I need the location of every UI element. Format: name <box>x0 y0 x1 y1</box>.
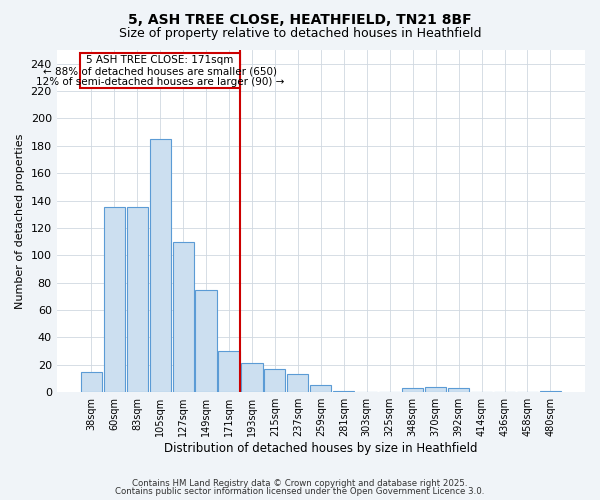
Text: Contains public sector information licensed under the Open Government Licence 3.: Contains public sector information licen… <box>115 487 485 496</box>
Bar <box>402 388 423 392</box>
Bar <box>80 372 102 392</box>
FancyBboxPatch shape <box>80 52 241 88</box>
Text: Size of property relative to detached houses in Heathfield: Size of property relative to detached ho… <box>119 28 481 40</box>
Bar <box>173 242 194 392</box>
Text: Contains HM Land Registry data © Crown copyright and database right 2025.: Contains HM Land Registry data © Crown c… <box>132 478 468 488</box>
Text: 5, ASH TREE CLOSE, HEATHFIELD, TN21 8BF: 5, ASH TREE CLOSE, HEATHFIELD, TN21 8BF <box>128 12 472 26</box>
Bar <box>425 386 446 392</box>
Bar <box>265 369 286 392</box>
Bar <box>287 374 308 392</box>
Bar <box>448 388 469 392</box>
X-axis label: Distribution of detached houses by size in Heathfield: Distribution of detached houses by size … <box>164 442 478 455</box>
Bar <box>241 364 263 392</box>
Bar <box>104 208 125 392</box>
Text: ← 88% of detached houses are smaller (650): ← 88% of detached houses are smaller (65… <box>43 66 277 76</box>
Bar <box>196 290 217 392</box>
Bar <box>540 391 561 392</box>
Bar <box>310 386 331 392</box>
Text: 12% of semi-detached houses are larger (90) →: 12% of semi-detached houses are larger (… <box>36 78 284 88</box>
Text: 5 ASH TREE CLOSE: 171sqm: 5 ASH TREE CLOSE: 171sqm <box>86 56 234 66</box>
Y-axis label: Number of detached properties: Number of detached properties <box>15 134 25 309</box>
Bar <box>218 351 239 392</box>
Bar <box>127 208 148 392</box>
Bar <box>333 391 355 392</box>
Bar <box>149 139 170 392</box>
